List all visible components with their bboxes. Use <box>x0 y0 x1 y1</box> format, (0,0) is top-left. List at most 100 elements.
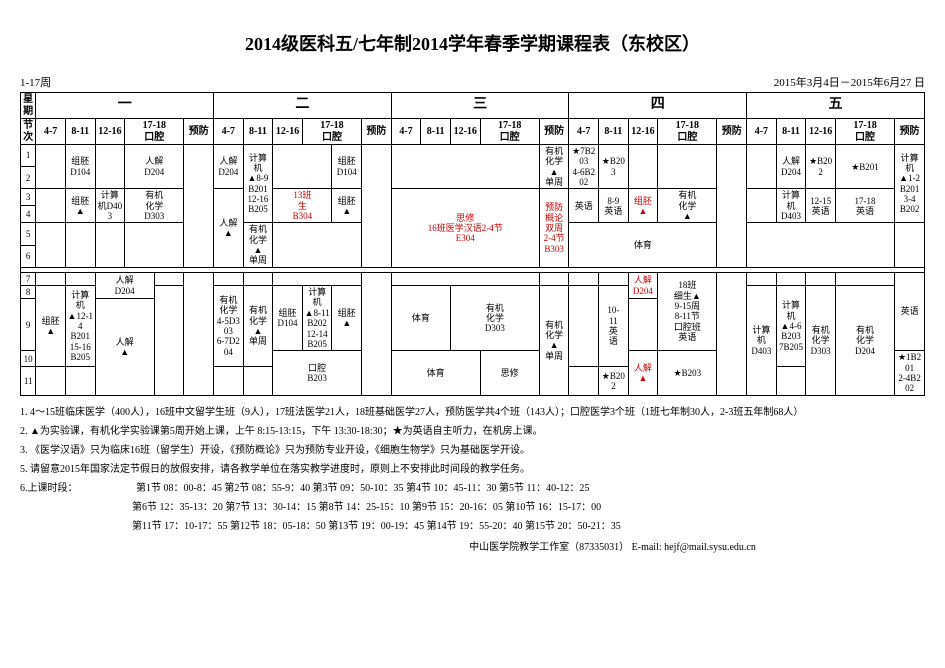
cell: 组胚D104 <box>273 286 303 351</box>
cell: 18班细生▲9-15周8-11节口腔班英语 <box>658 272 717 350</box>
slot-label: 8-11 <box>421 119 451 145</box>
cell: 体育 <box>391 351 480 395</box>
cell <box>65 272 95 285</box>
cell <box>273 145 332 189</box>
cell: 人解D204 <box>776 145 806 189</box>
cell: 计算机▲12-14B20115-16B205 <box>65 286 95 367</box>
cell <box>214 367 244 395</box>
cell: ★1B2012-4B202 <box>895 351 925 395</box>
cell: 体育 <box>569 223 717 267</box>
slot-label: 8-11 <box>776 119 806 145</box>
cell <box>36 189 66 223</box>
cell <box>273 223 362 267</box>
cell <box>628 145 658 189</box>
slot-label: 12-16 <box>450 119 480 145</box>
slot-label: 4-7 <box>36 119 66 145</box>
cell: 计算机▲8-11B20212-14B205 <box>302 286 332 351</box>
cell: 组胚▲ <box>332 286 362 351</box>
cell <box>273 272 362 285</box>
cell <box>747 189 777 223</box>
cell <box>95 223 125 267</box>
slot-label: 17-18口腔 <box>125 119 184 145</box>
cell <box>835 272 894 285</box>
header-day-1: 一 <box>36 93 214 119</box>
cell: 英语 <box>569 189 599 223</box>
cell: 计算机D403 <box>95 189 125 223</box>
cell: 人解D204 <box>214 145 244 189</box>
schedule-table: 星期 一 二 三 四 五 节次 4-7 8-11 12-16 17-18口腔 预… <box>20 92 925 396</box>
cell <box>125 223 184 267</box>
period-num: 3 <box>21 189 36 206</box>
period-num: 7 <box>21 272 36 285</box>
cell: 有机化学▲单周 <box>243 286 273 367</box>
cell: 组胚▲ <box>628 189 658 223</box>
note-line: 1. 4～15班临床医学（400人），16班中文留学生班（9人），17班法医学2… <box>20 404 925 421</box>
cell: 英语 <box>895 272 925 350</box>
cell: ★B203 <box>658 351 717 395</box>
cell: 人解▲ <box>214 189 244 267</box>
cell: 计算机D403 <box>776 189 806 223</box>
cell: ★B202 <box>599 367 629 395</box>
cell <box>747 145 777 189</box>
slot-label: 12-16 <box>273 119 303 145</box>
cell: 人解▲ <box>628 351 658 395</box>
period-num: 5 <box>21 223 36 245</box>
cell: ★7B2034-6B202 <box>569 145 599 189</box>
cell: 组胚▲ <box>65 189 95 223</box>
cell <box>391 145 539 189</box>
cell <box>154 272 184 285</box>
slot-label: 预防 <box>184 119 214 145</box>
cell: 有机化学▲单周 <box>539 145 569 189</box>
cell <box>806 272 836 285</box>
cell <box>569 286 599 367</box>
cell: 人解D204 <box>628 272 658 299</box>
period-num: 9 <box>21 299 36 351</box>
time-line: 第1节 08：00-8：45 第2节 08：55-9：40 第3节 09：50-… <box>136 483 589 494</box>
note-line: 3. 《医学汉语》只为临床16班（留学生）开设，《预防概论》只为预防专业开设，《… <box>20 442 925 459</box>
cell <box>776 367 806 395</box>
cell <box>243 272 273 285</box>
notes-section: 1. 4～15班临床医学（400人），16班中文留学生班（9人），17班法医学2… <box>20 404 925 556</box>
cell: 思修16班医学汉语2-4节E304 <box>391 189 539 267</box>
slot-label: 预防 <box>895 119 925 145</box>
cell <box>717 272 747 395</box>
cell <box>184 145 214 268</box>
cell: 有机化学▲ <box>658 189 717 223</box>
cell: 17-18英语 <box>835 189 894 223</box>
header-day-4: 四 <box>569 93 747 119</box>
cell: 有机化学D303 <box>806 286 836 395</box>
cell: 组胚D104 <box>65 145 95 189</box>
slot-label: 12-16 <box>806 119 836 145</box>
slot-label: 4-7 <box>569 119 599 145</box>
cell: ★B202 <box>806 145 836 189</box>
cell: 计算机▲1-2B2013-4B202 <box>895 145 925 223</box>
cell: 计算机D403 <box>747 286 777 395</box>
cell <box>65 223 95 267</box>
period-num: 1 <box>21 145 36 167</box>
cell: 有机化学▲单周 <box>539 286 569 395</box>
cell <box>214 272 244 285</box>
slot-label: 4-7 <box>391 119 421 145</box>
time-line: 第11节 17：10-17：55 第12节 18：05-18：50 第13节 1… <box>132 518 925 535</box>
cell <box>539 272 569 285</box>
cell: 思修 <box>480 351 539 395</box>
slot-label: 17-18口腔 <box>480 119 539 145</box>
cell <box>154 286 184 395</box>
note-times-prefix: 6.上课时段： <box>20 483 78 494</box>
slot-label: 预防 <box>362 119 392 145</box>
cell: 计算机▲8-9B20112-16B205 <box>243 145 273 223</box>
slot-label: 12-16 <box>95 119 125 145</box>
cell <box>569 272 599 285</box>
period-num: 10 <box>21 351 36 367</box>
header-period: 节次 <box>21 119 36 145</box>
note-times-label: 6.上课时段： 第1节 08：00-8：45 第2节 08：55-9：40 第3… <box>20 480 925 497</box>
cell <box>391 272 539 285</box>
cell: 有机化学D303 <box>125 189 184 223</box>
cell: 有机化学▲单周 <box>243 223 273 267</box>
cell <box>36 223 66 267</box>
cell <box>599 272 629 285</box>
cell: 有机化学D204 <box>835 286 894 395</box>
slot-label: 17-18口腔 <box>835 119 894 145</box>
cell <box>362 145 392 268</box>
header-day-2: 二 <box>214 93 392 119</box>
